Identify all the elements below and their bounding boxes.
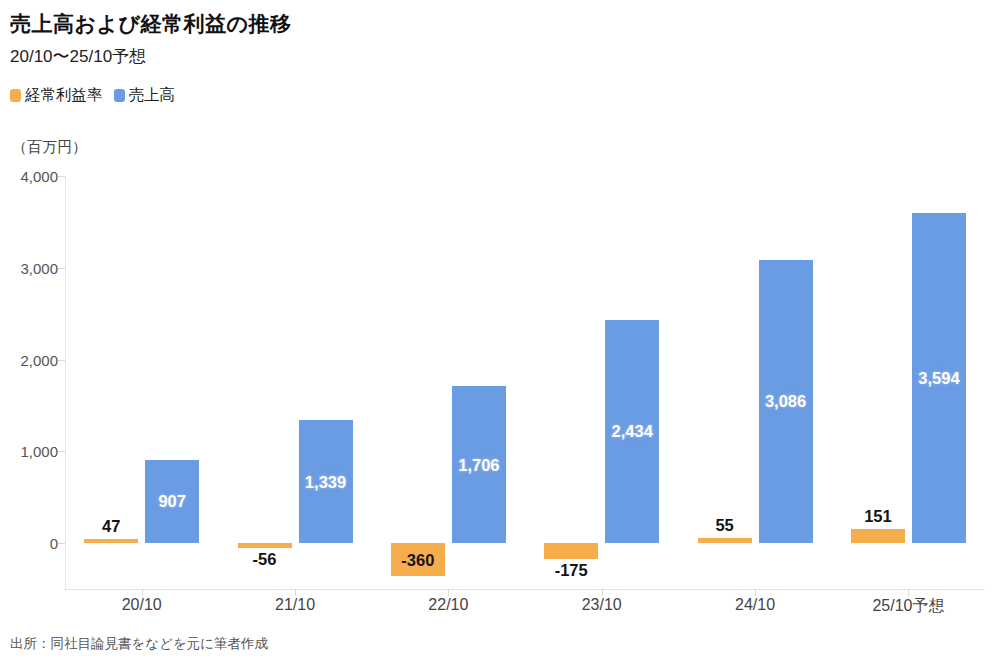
x-tick-label: 24/10: [735, 596, 775, 614]
legend: 経常利益率 売上高: [10, 85, 175, 106]
chart-page: 売上高および経常利益の推移 20/10〜25/10予想 経常利益率 売上高 （百万…: [0, 0, 1000, 664]
profit-value-label: 47: [102, 516, 120, 535]
profit-bar: [84, 539, 138, 543]
legend-label: 売上高: [129, 85, 176, 106]
profit-value-label: 55: [715, 515, 733, 534]
x-tick-mark: [602, 589, 603, 596]
sales-value-label: 1,339: [305, 472, 346, 491]
x-tick-mark: [448, 589, 449, 596]
x-tick-label: 20/10: [122, 596, 162, 614]
sales-value-label: 3,086: [765, 392, 806, 411]
y-tick-label: 4,000: [8, 168, 58, 185]
x-tick-mark: [142, 589, 143, 596]
legend-item: 経常利益率: [10, 85, 103, 106]
legend-item: 売上高: [114, 85, 176, 106]
legend-swatch-icon: [10, 89, 21, 102]
source-note: 出所：同社目論見書をなどを元に筆者作成: [10, 635, 268, 653]
y-tick-mark: [58, 360, 65, 361]
y-tick-mark: [58, 268, 65, 269]
page-title: 売上高および経常利益の推移: [10, 10, 291, 38]
sales-value-label: 3,594: [918, 369, 959, 388]
x-tick-mark: [755, 589, 756, 596]
x-tick-mark: [295, 589, 296, 596]
y-axis-line: [65, 176, 66, 589]
profit-value-label: -360: [401, 550, 434, 569]
x-tick-label: 23/10: [582, 596, 622, 614]
y-axis-unit-label: （百万円）: [12, 138, 87, 157]
page-subtitle: 20/10〜25/10予想: [10, 45, 146, 68]
x-axis-line: [64, 589, 985, 590]
x-tick-mark: [908, 589, 909, 596]
profit-bar: [698, 538, 752, 543]
profit-value-label: -56: [253, 550, 277, 569]
y-tick-mark: [58, 451, 65, 452]
profit-bar: [544, 543, 598, 559]
profit-value-label: -175: [555, 561, 588, 580]
x-tick-label: 25/10予想: [872, 596, 944, 617]
y-tick-label: 2,000: [8, 351, 58, 368]
y-tick-mark: [58, 176, 65, 177]
y-tick-label: 3,000: [8, 259, 58, 276]
profit-value-label: 151: [864, 507, 892, 526]
sales-value-label: 1,706: [458, 455, 499, 474]
legend-label: 経常利益率: [25, 85, 103, 106]
sales-value-label: 2,434: [612, 422, 653, 441]
profit-bar: [851, 529, 905, 543]
legend-swatch-icon: [114, 89, 125, 102]
y-tick-label: 1,000: [8, 443, 58, 460]
x-tick-label: 22/10: [428, 596, 468, 614]
y-tick-mark: [58, 543, 65, 544]
x-tick-label: 21/10: [275, 596, 315, 614]
sales-value-label: 907: [158, 492, 186, 511]
y-tick-label: 0: [8, 535, 58, 552]
profit-bar: [238, 543, 292, 548]
